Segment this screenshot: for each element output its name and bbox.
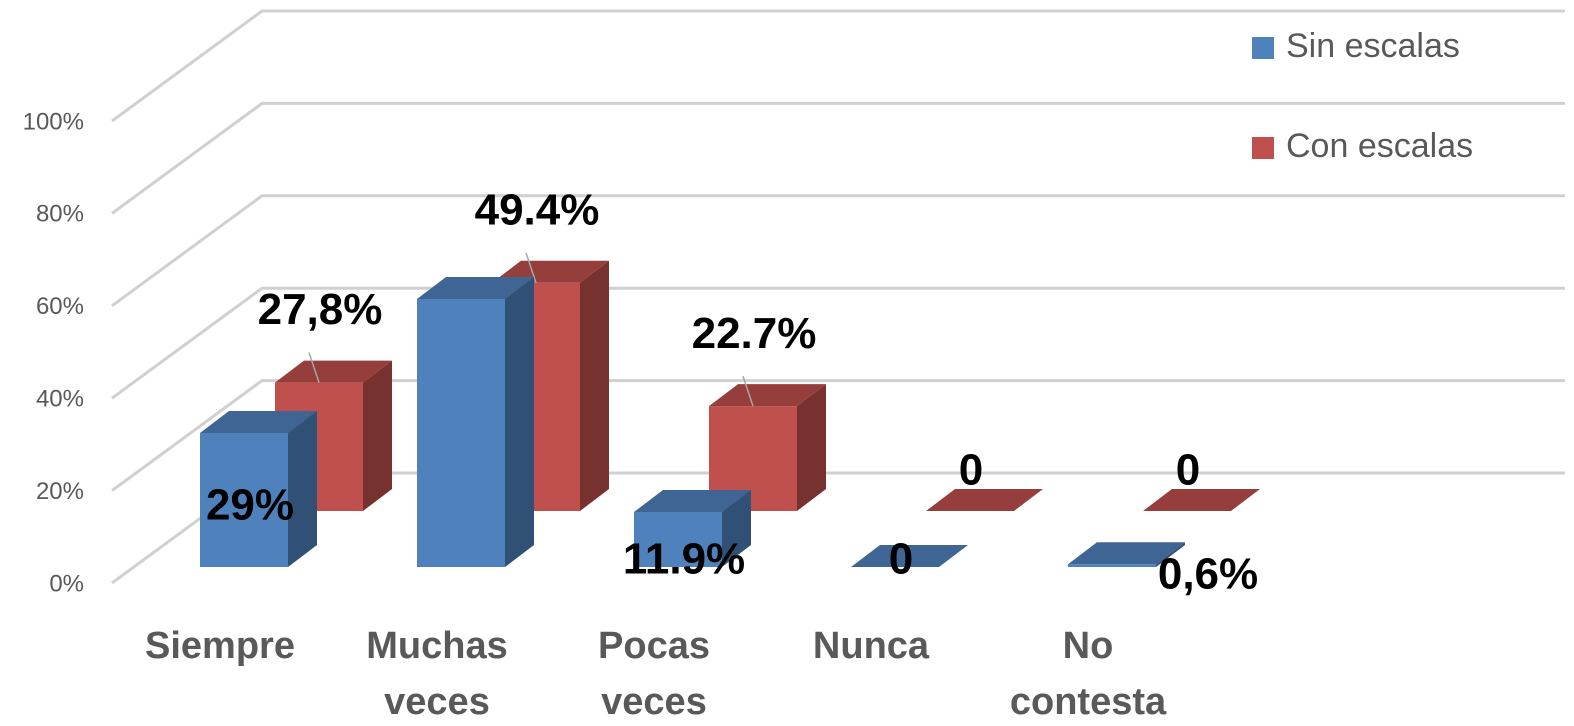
data-label: 0,6% bbox=[1158, 550, 1258, 599]
bar bbox=[417, 277, 534, 567]
bar-face bbox=[580, 260, 609, 511]
x-tick-label: Pocas veces bbox=[598, 625, 710, 723]
bar-face bbox=[275, 360, 392, 383]
bar-face bbox=[363, 360, 392, 511]
data-label: 11.9% bbox=[623, 535, 745, 584]
bar bbox=[634, 490, 751, 567]
grid-line bbox=[111, 379, 1565, 492]
bar-face bbox=[1156, 542, 1185, 567]
bar-face bbox=[722, 490, 751, 567]
grid-line bbox=[111, 194, 1565, 308]
y-tick-label: 60% bbox=[36, 293, 84, 320]
bar-face bbox=[634, 490, 751, 513]
legend-swatch bbox=[1252, 137, 1274, 159]
data-label: 29% bbox=[206, 481, 294, 530]
bar-face bbox=[1068, 542, 1185, 565]
x-tick-label: Nunca bbox=[812, 625, 930, 667]
bar-face bbox=[797, 384, 826, 511]
y-tick-label: 0% bbox=[49, 570, 84, 597]
leader-line bbox=[742, 375, 754, 407]
bar-face bbox=[200, 411, 317, 434]
y-tick-label: 80% bbox=[36, 201, 84, 228]
bar bbox=[926, 489, 1043, 511]
bar bbox=[1068, 542, 1185, 567]
data-label: 0 bbox=[959, 446, 983, 495]
bar-face bbox=[200, 433, 288, 567]
legend-label: Sin escalas bbox=[1286, 27, 1460, 65]
x-tick-label: Muchas veces bbox=[366, 625, 508, 723]
legend-label: Con escalas bbox=[1286, 127, 1473, 165]
bar bbox=[1143, 489, 1260, 511]
data-label: 22.7% bbox=[692, 309, 817, 358]
bar-face bbox=[417, 277, 534, 300]
grid-line bbox=[111, 9, 1565, 123]
grid-line bbox=[111, 286, 1565, 400]
bar bbox=[851, 545, 968, 567]
y-tick-label: 100% bbox=[23, 108, 84, 135]
bar-face bbox=[709, 384, 826, 407]
data-label: 49.4% bbox=[475, 185, 600, 234]
grid-line bbox=[111, 101, 1565, 215]
data-label: 0 bbox=[1176, 446, 1200, 495]
y-tick-label: 40% bbox=[36, 386, 84, 413]
bar-face bbox=[417, 299, 505, 567]
bar bbox=[200, 411, 317, 567]
bar-face bbox=[288, 411, 317, 567]
bar-face bbox=[505, 277, 534, 567]
bar-face bbox=[926, 489, 1043, 511]
legend-swatch bbox=[1252, 37, 1274, 59]
x-tick-label: Siempre bbox=[145, 625, 295, 667]
bar-face bbox=[709, 406, 797, 511]
bar bbox=[709, 384, 826, 511]
leader-line bbox=[308, 352, 320, 383]
bar-face bbox=[634, 512, 722, 567]
bar-face bbox=[851, 545, 968, 567]
data-label: 27,8% bbox=[258, 285, 383, 334]
bar-face bbox=[1068, 564, 1156, 567]
x-tick-label: No contesta bbox=[1009, 625, 1167, 723]
data-label: 0 bbox=[889, 535, 913, 584]
y-tick-label: 20% bbox=[36, 478, 84, 505]
leader-line bbox=[525, 252, 537, 284]
bar-face bbox=[1143, 489, 1260, 511]
